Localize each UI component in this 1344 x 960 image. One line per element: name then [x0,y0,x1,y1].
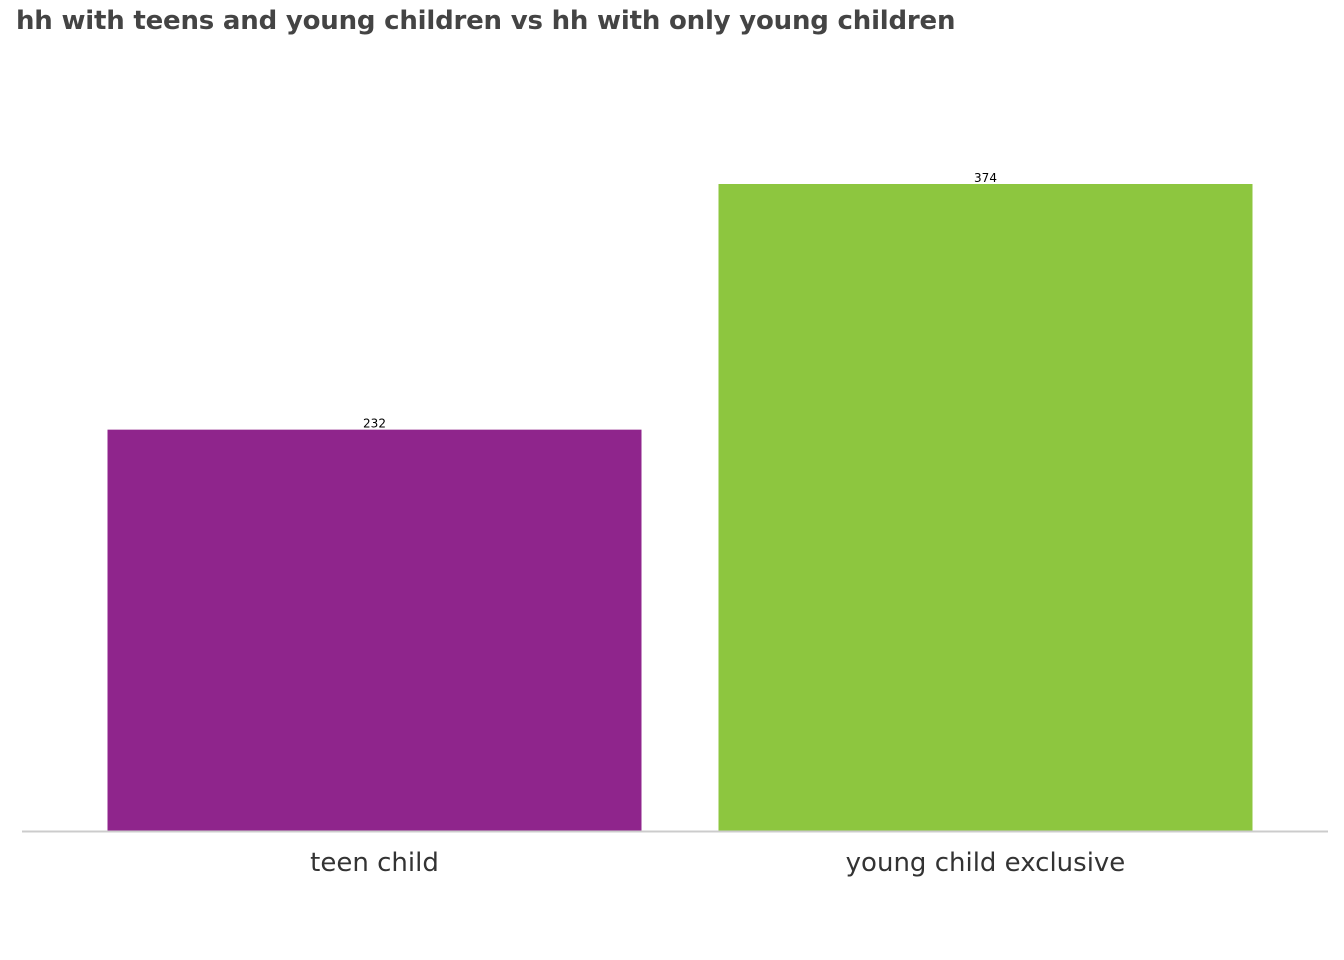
x-tick-label: young child exclusive [846,848,1126,878]
bar-young-child-exclusive [718,184,1253,831]
x-tick-label: teen child [310,848,439,878]
labels-group: 232 teen child 374 young child exclusive [310,171,1125,878]
data-label: 374 [974,171,997,185]
bar-teen-child [107,429,642,831]
bars-group [107,184,1253,831]
chart-title: hh with teens and young children vs hh w… [16,6,956,36]
data-label: 232 [363,417,386,431]
